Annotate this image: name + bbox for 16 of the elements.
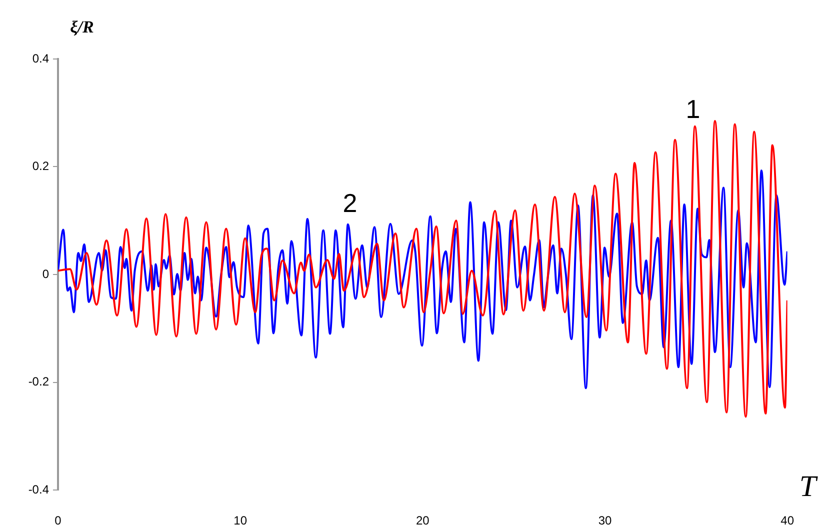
y-tick-label: -0.2 bbox=[28, 374, 50, 389]
annotation: 1 bbox=[686, 94, 700, 124]
y-tick-label: 0.2 bbox=[32, 159, 50, 174]
y-tick-label: 0.4 bbox=[32, 51, 50, 66]
line-series bbox=[58, 170, 788, 390]
x-tick-label: 0 bbox=[54, 514, 62, 528]
x-tick-label: 10 bbox=[234, 514, 248, 528]
y-axis-title: ξ/R bbox=[70, 17, 94, 36]
x-tick-label: 30 bbox=[598, 514, 612, 528]
y-tick-label: -0.4 bbox=[28, 482, 50, 496]
x-axis-title: T bbox=[799, 470, 818, 503]
annotation: 2 bbox=[342, 188, 358, 218]
x-tick-label: 20 bbox=[416, 514, 430, 528]
line-series bbox=[58, 120, 788, 418]
y-tick-label: 0 bbox=[42, 266, 50, 281]
x-tick-label: 40 bbox=[780, 514, 794, 528]
